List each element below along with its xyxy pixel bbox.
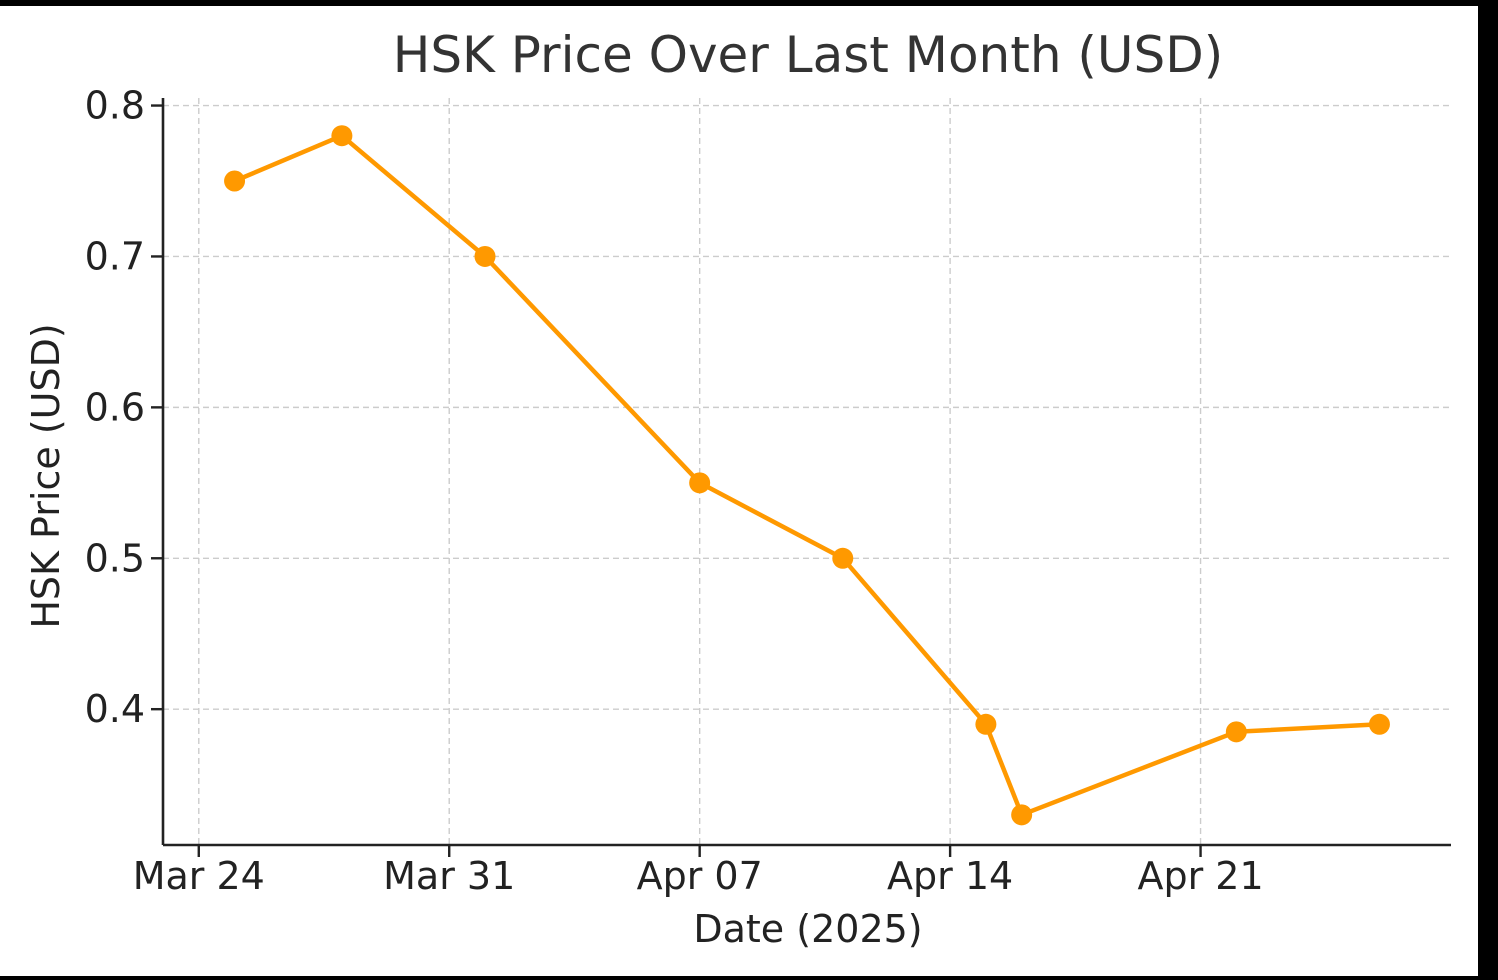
series-hsk-price bbox=[224, 125, 1390, 826]
data-point bbox=[1225, 721, 1247, 743]
x-tick-label: Apr 21 bbox=[1137, 854, 1263, 898]
x-axis-ticks: Mar 24 Mar 31 Apr 07 Apr 14 Apr 21 bbox=[133, 845, 1264, 898]
series-line bbox=[233, 133, 1380, 818]
data-point bbox=[331, 125, 353, 147]
data-point bbox=[1011, 804, 1033, 826]
data-point bbox=[224, 170, 246, 192]
x-axis-title: Date (2025) bbox=[693, 907, 922, 951]
data-point bbox=[689, 472, 711, 494]
y-tick-label: 0.4 bbox=[85, 687, 145, 731]
data-point bbox=[474, 245, 496, 267]
grid-lines bbox=[163, 98, 1451, 845]
data-point bbox=[1368, 713, 1390, 735]
y-tick-label: 0.6 bbox=[85, 385, 145, 429]
x-tick-label: Apr 14 bbox=[887, 854, 1013, 898]
x-tick-label: Mar 31 bbox=[383, 854, 515, 898]
x-tick-label: Apr 07 bbox=[637, 854, 763, 898]
y-tick-label: 0.7 bbox=[85, 234, 145, 278]
x-tick-label: Mar 24 bbox=[133, 854, 265, 898]
data-point bbox=[975, 713, 997, 735]
line-chart: HSK Price Over Last Month (USD) Mar 24 Ma… bbox=[24, 26, 1451, 951]
axes bbox=[161, 98, 1451, 847]
chart-title: HSK Price Over Last Month (USD) bbox=[393, 26, 1224, 84]
y-axis-ticks: 0.4 0.5 0.6 0.7 0.8 bbox=[85, 84, 163, 731]
y-tick-label: 0.5 bbox=[85, 536, 145, 580]
chart-frame: HSK Price Over Last Month (USD) Mar 24 Ma… bbox=[0, 6, 1478, 976]
data-point bbox=[832, 547, 854, 569]
y-axis-title: HSK Price (USD) bbox=[24, 323, 68, 628]
y-tick-label: 0.8 bbox=[85, 84, 145, 128]
